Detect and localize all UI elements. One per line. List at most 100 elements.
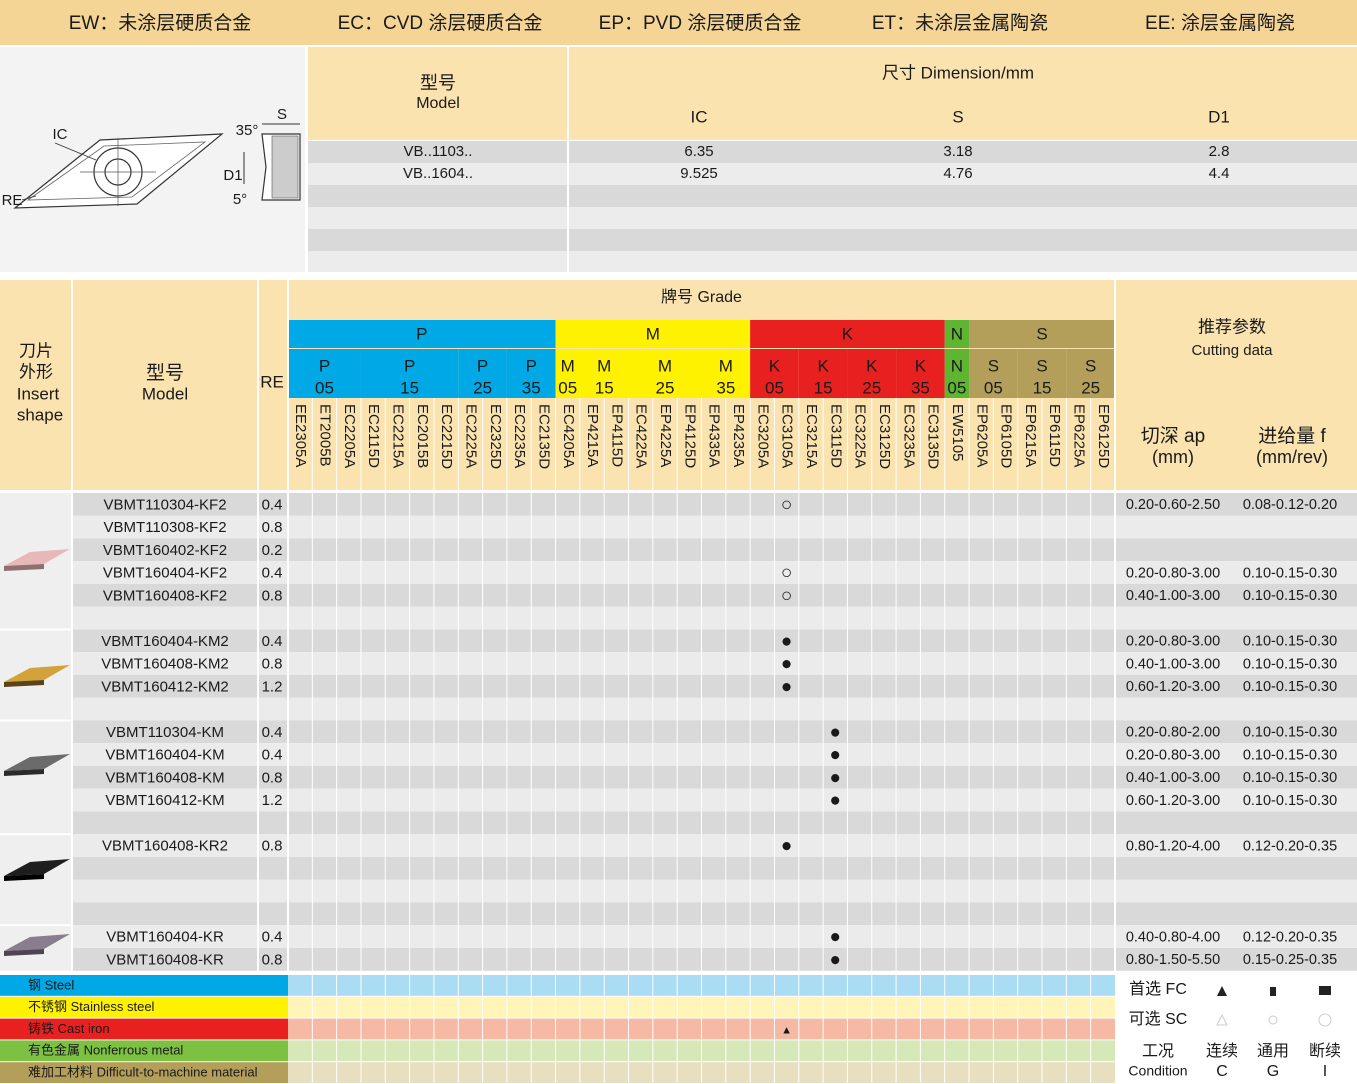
- sc-icon: [1318, 1013, 1332, 1027]
- row-band: [72, 675, 1357, 698]
- row-ap: 0.20-0.80-3.00: [1126, 747, 1220, 763]
- dimension-header: [308, 47, 1357, 140]
- group-name: M: [646, 324, 660, 343]
- row-ap: 0.40-1.00-3.00: [1126, 656, 1220, 672]
- grade-name: EC3205A: [754, 404, 771, 468]
- row-re: 0.4: [262, 747, 283, 764]
- subgroup-band: [458, 349, 507, 398]
- material-label-bg: [0, 1040, 288, 1062]
- row-ap: 0.40-1.00-3.00: [1126, 770, 1220, 786]
- row-model: VBMT160408-KM2: [101, 656, 229, 673]
- row-f: 0.10-0.15-0.30: [1243, 588, 1337, 604]
- row-band: [72, 606, 1357, 630]
- row-re: 0.8: [262, 656, 283, 673]
- coating-label: ET：未涂层金属陶瓷: [872, 12, 1048, 34]
- diagram-label: IC: [53, 126, 68, 143]
- material-label: 不锈钢 Stainless steel: [28, 999, 155, 1014]
- subgroup-band: [701, 349, 751, 398]
- row-ap: 0.20-0.80-3.00: [1126, 565, 1220, 581]
- subgroup-letter: M: [719, 356, 733, 375]
- ap-header: 切深 ap: [1141, 425, 1205, 447]
- coating-label: EP：PVD 涂层硬质合金: [599, 12, 802, 34]
- grade-name: EC4225A: [633, 404, 650, 468]
- group-band: [969, 320, 1115, 348]
- material-label: 有色金属 Nonferrous metal: [28, 1043, 183, 1058]
- fc-icon: [1217, 986, 1227, 996]
- subgroup-letter: S: [1085, 356, 1096, 375]
- choice-label: 首选 FC: [1129, 980, 1187, 998]
- grade-name: EC3135D: [925, 404, 942, 469]
- grade-name: EW5105: [949, 404, 966, 462]
- condition-code: G: [1267, 1063, 1279, 1080]
- subgroup-letter: M: [561, 356, 575, 375]
- row-re: 0.8: [262, 519, 283, 536]
- subgroup-letter: K: [817, 356, 829, 375]
- subgroup-band: [798, 349, 848, 398]
- dimension-column: IC: [691, 107, 708, 126]
- model-header: Model: [142, 384, 188, 403]
- row-band: [72, 925, 1357, 948]
- insert-image: [4, 754, 70, 771]
- row-f: 0.10-0.15-0.30: [1243, 679, 1337, 695]
- leader: [54, 142, 97, 161]
- sc-icon: [1268, 1015, 1278, 1025]
- grade-name: EC2015B: [414, 404, 431, 468]
- row-model: VBMT160408-KF2: [103, 587, 227, 604]
- condition-code: C: [1216, 1063, 1228, 1080]
- insert-image-edge: [4, 949, 44, 956]
- insert-image-edge: [4, 769, 44, 776]
- material-label: 钢 Steel: [28, 977, 74, 992]
- coating-label: EE: 涂层金属陶瓷: [1145, 12, 1295, 34]
- insert-image-edge: [4, 680, 44, 687]
- subgroup-band: [506, 349, 556, 398]
- subgroup-band: [1017, 349, 1067, 398]
- dimension-cell: 9.525: [680, 165, 718, 182]
- insert-image-edge: [4, 874, 44, 881]
- row-model: VBMT160408-KR: [106, 951, 224, 968]
- row-model: VBMT160404-KM2: [101, 633, 229, 650]
- dimension-row: [308, 251, 1357, 272]
- insert-image: [4, 934, 70, 951]
- row-re: 0.8: [262, 951, 283, 968]
- row-band: [72, 720, 1357, 744]
- subgroup-number: 05: [984, 378, 1003, 397]
- grade-name: EC3125D: [876, 404, 893, 469]
- grade-name: EP6115D: [1046, 404, 1063, 467]
- subgroup-number: 15: [1033, 378, 1052, 397]
- row-re: 0.4: [262, 633, 283, 650]
- grade-name: EP6125D: [1095, 404, 1112, 468]
- insert-chamfer: [26, 141, 207, 201]
- subgroup-letter: K: [769, 356, 781, 375]
- row-band: [72, 743, 1357, 766]
- row-re: 0.4: [262, 724, 283, 741]
- row-f: 0.15-0.25-0.35: [1243, 952, 1337, 968]
- row-band: [72, 857, 1357, 880]
- row-model: VBMT160412-KM2: [101, 678, 229, 695]
- leader: [21, 195, 37, 201]
- f-header: (mm/rev): [1256, 447, 1328, 467]
- re-header: RE: [260, 372, 284, 391]
- row-re: 0.4: [262, 929, 283, 946]
- group-name: S: [1036, 324, 1047, 343]
- subgroup-number: 25: [862, 378, 881, 397]
- row-re: 0.4: [262, 496, 283, 513]
- row-band: [72, 697, 1357, 721]
- grade-name: EC2115D: [365, 404, 382, 468]
- grade-mark: ●: [830, 722, 841, 743]
- subgroup-number: 15: [814, 378, 833, 397]
- subgroup-number: 25: [473, 378, 492, 397]
- grade-name: EC2135D: [535, 404, 552, 469]
- row-band: [72, 493, 1357, 516]
- row-band: [72, 788, 1357, 812]
- fc-icon: [1319, 986, 1331, 995]
- subgroup-letter: K: [866, 356, 878, 375]
- coating-bar: [0, 0, 1357, 45]
- row-ap: 0.20-0.60-2.50: [1126, 497, 1220, 513]
- insert-image: [4, 859, 70, 876]
- grade-name: ET2005B: [317, 404, 334, 467]
- dimension-row: [308, 185, 1357, 207]
- subgroup-letter: P: [477, 356, 488, 375]
- row-band: [72, 652, 1357, 675]
